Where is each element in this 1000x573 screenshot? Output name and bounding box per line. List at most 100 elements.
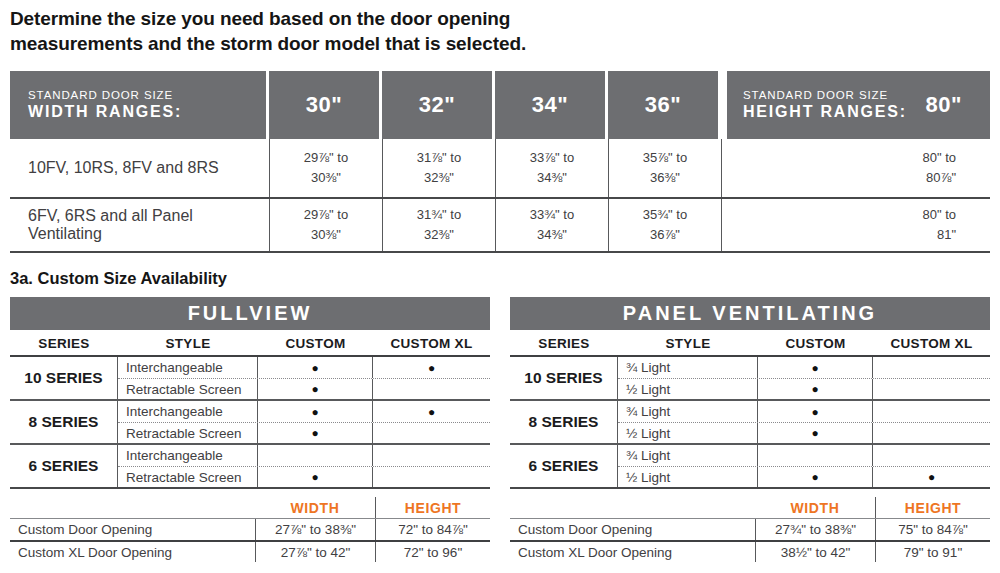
custom-dot-cell: ● bbox=[758, 357, 873, 378]
custom-xl-dot-cell bbox=[873, 445, 990, 466]
series-label: 10 SERIES bbox=[10, 357, 118, 399]
opening-width-value: 27¾" to 38⅜" bbox=[755, 519, 875, 540]
custom-dot-cell: ● bbox=[258, 357, 373, 378]
style-cell: Retractable Screen bbox=[118, 423, 258, 443]
custom-dot-cell: ● bbox=[758, 379, 873, 399]
custom-dot-cell: ● bbox=[758, 467, 873, 487]
custom-xl-dot-cell bbox=[373, 445, 490, 466]
fullview-body: 10 SERIES Interchangeable ● ● Retractabl… bbox=[10, 357, 490, 489]
model-group-label: 10FV, 10RS, 8FV and 8RS bbox=[10, 139, 269, 197]
custom-xl-dot-cell bbox=[373, 467, 490, 487]
custom-opening-block: WIDTH HEIGHT Custom Door Opening 27¾" to… bbox=[510, 497, 990, 562]
series-group-6: 6 SERIES ¾ Light ½ Light ● ● bbox=[510, 443, 990, 487]
table-row: Interchangeable bbox=[118, 445, 490, 466]
style-cell: ¾ Light bbox=[618, 445, 758, 466]
opening-width-value: 38½" to 42" bbox=[755, 542, 875, 562]
column-header-series: SERIES bbox=[10, 336, 118, 351]
width-column-36: 36" bbox=[608, 71, 718, 139]
series-group-8: 8 SERIES ¾ Light ● ½ Light ● bbox=[510, 399, 990, 443]
width-range-cell: 33¾" to 34⅜" bbox=[495, 199, 608, 251]
table-row: Interchangeable ● ● bbox=[118, 401, 490, 422]
series-label: 6 SERIES bbox=[510, 445, 618, 487]
page-title: Determine the size you need based on the… bbox=[10, 6, 990, 56]
series-group-6: 6 SERIES Interchangeable Retractable Scr… bbox=[10, 443, 490, 487]
height-header-label: HEIGHT RANGES: bbox=[743, 103, 907, 121]
custom-xl-dot-cell: ● bbox=[373, 357, 490, 378]
custom-dot-cell bbox=[258, 445, 373, 466]
custom-dot-cell: ● bbox=[258, 379, 373, 399]
custom-xl-dot-cell bbox=[873, 357, 990, 378]
width-header: WIDTH bbox=[755, 497, 875, 518]
opening-height-value: 72" to 96" bbox=[375, 542, 490, 562]
custom-xl-dot-cell bbox=[873, 423, 990, 443]
style-cell: ¾ Light bbox=[618, 357, 758, 378]
series-label: 8 SERIES bbox=[10, 401, 118, 443]
column-header-style: STYLE bbox=[118, 336, 258, 351]
width-column-30: 30" bbox=[269, 71, 379, 139]
height-header-eyebrow: STANDARD DOOR SIZE bbox=[743, 89, 907, 101]
series-label: 10 SERIES bbox=[510, 357, 618, 399]
width-header-eyebrow: STANDARD DOOR SIZE bbox=[28, 89, 266, 101]
height-column-80: 80" bbox=[926, 92, 962, 118]
height-header: HEIGHT bbox=[875, 497, 990, 518]
series-group-10: 10 SERIES Interchangeable ● ● Retractabl… bbox=[10, 357, 490, 399]
column-header-row: SERIES STYLE CUSTOM CUSTOM XL bbox=[10, 330, 490, 357]
table-row: Retractable Screen ● bbox=[118, 422, 490, 443]
opening-width-value: 27⅞" to 42" bbox=[255, 542, 375, 562]
height-header-text: STANDARD DOOR SIZE HEIGHT RANGES: bbox=[743, 89, 907, 121]
opening-label: Custom Door Opening bbox=[10, 519, 255, 540]
series-group-10: 10 SERIES ¾ Light ● ½ Light ● bbox=[510, 357, 990, 399]
style-cell: ¾ Light bbox=[618, 401, 758, 422]
width-range-cell: 29⅞" to 30⅜" bbox=[269, 139, 382, 197]
style-cell: ½ Light bbox=[618, 379, 758, 399]
custom-xl-door-opening-row: Custom XL Door Opening 27⅞" to 42" 72" t… bbox=[10, 540, 490, 562]
custom-dot-cell: ● bbox=[258, 423, 373, 443]
width-column-32: 32" bbox=[382, 71, 492, 139]
width-range-cell: 31¾" to 32⅜" bbox=[382, 199, 495, 251]
custom-dot-cell: ● bbox=[258, 401, 373, 422]
fullview-title-bar: FULLVIEW bbox=[10, 297, 490, 330]
width-range-cell: 31⅞" to 32⅜" bbox=[382, 139, 495, 197]
width-range-cell: 35¾" to 36⅞" bbox=[608, 199, 721, 251]
style-cell: Interchangeable bbox=[118, 401, 258, 422]
availability-tables: FULLVIEW SERIES STYLE CUSTOM CUSTOM XL 1… bbox=[10, 297, 990, 562]
custom-xl-dot-cell bbox=[873, 379, 990, 399]
column-header-custom-xl: CUSTOM XL bbox=[873, 336, 990, 351]
column-header-style: STYLE bbox=[618, 336, 758, 351]
height-range-cell: 80" to 80⅞" bbox=[721, 139, 990, 197]
table-row: ¾ Light ● bbox=[618, 357, 990, 378]
opening-header-row: WIDTH HEIGHT bbox=[10, 497, 490, 518]
opening-header-row: WIDTH HEIGHT bbox=[510, 497, 990, 518]
panel-ventilating-title-bar: PANEL VENTILATING bbox=[510, 297, 990, 330]
custom-xl-dot-cell: ● bbox=[373, 401, 490, 422]
width-range-cell: 33⅞" to 34⅜" bbox=[495, 139, 608, 197]
custom-opening-block: WIDTH HEIGHT Custom Door Opening 27⅞" to… bbox=[10, 497, 490, 562]
style-cell: Interchangeable bbox=[118, 445, 258, 466]
column-header-custom: CUSTOM bbox=[758, 336, 873, 351]
column-header-series: SERIES bbox=[510, 336, 618, 351]
opening-label: Custom Door Opening bbox=[510, 519, 755, 540]
custom-door-opening-row: Custom Door Opening 27¾" to 38⅜" 75" to … bbox=[510, 518, 990, 540]
opening-height-value: 79" to 91" bbox=[875, 542, 990, 562]
height-range-cell: 80" to 81" bbox=[721, 199, 990, 251]
table-row: Retractable Screen ● bbox=[118, 466, 490, 487]
table-row: Interchangeable ● ● bbox=[118, 357, 490, 378]
style-cell: Retractable Screen bbox=[118, 379, 258, 399]
width-column-34: 34" bbox=[495, 71, 605, 139]
table-row: ½ Light ● bbox=[618, 378, 990, 399]
series-group-8: 8 SERIES Interchangeable ● ● Retractable… bbox=[10, 399, 490, 443]
opening-label: Custom XL Door Opening bbox=[510, 542, 755, 562]
table-row: 6FV, 6RS and all Panel Ventilating 29⅞" … bbox=[10, 197, 990, 251]
custom-xl-dot-cell: ● bbox=[873, 467, 990, 487]
document-page: Determine the size you need based on the… bbox=[0, 0, 1000, 573]
width-header-label: WIDTH RANGES: bbox=[28, 103, 266, 121]
custom-xl-dot-cell bbox=[873, 401, 990, 422]
fullview-table: FULLVIEW SERIES STYLE CUSTOM CUSTOM XL 1… bbox=[10, 297, 490, 562]
style-cell: ½ Light bbox=[618, 423, 758, 443]
column-header-custom: CUSTOM bbox=[258, 336, 373, 351]
width-range-cell: 29⅞" to 30⅜" bbox=[269, 199, 382, 251]
style-cell: Retractable Screen bbox=[118, 467, 258, 487]
width-ranges-header: STANDARD DOOR SIZE WIDTH RANGES: bbox=[10, 71, 266, 139]
height-ranges-header: STANDARD DOOR SIZE HEIGHT RANGES: 80" bbox=[727, 71, 990, 139]
opening-height-value: 72" to 84⅞" bbox=[375, 519, 490, 540]
